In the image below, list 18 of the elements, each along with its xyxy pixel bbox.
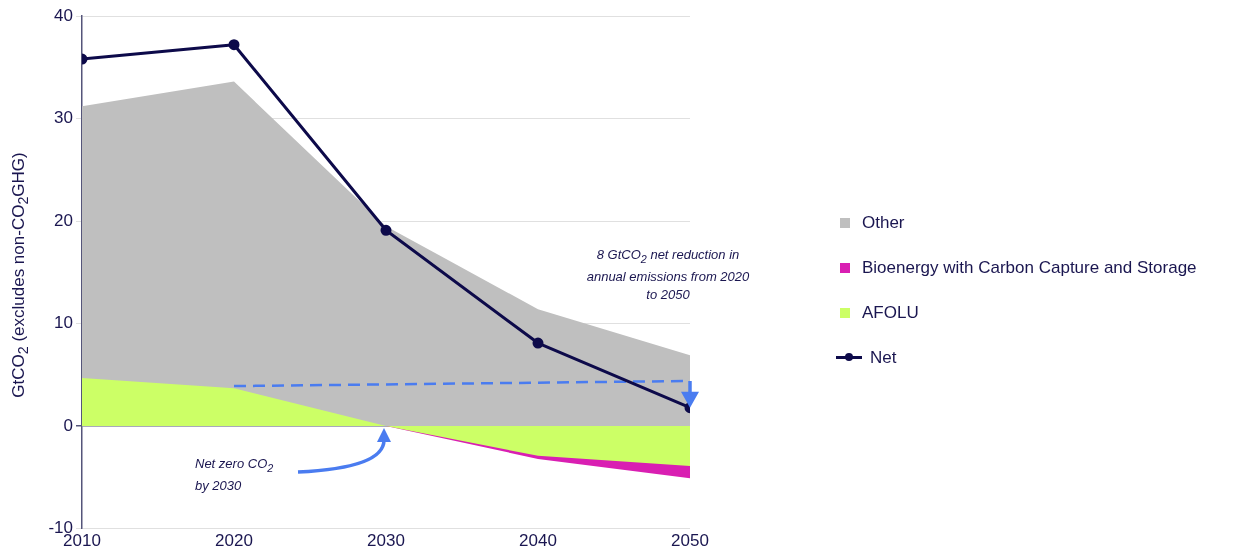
y-tick-label: 0 [63,415,73,435]
y-tick-label: 30 [54,108,73,128]
annotation: 8 GtCO$_{2}$ net reduction in annual emissions from 2020 to 2050 [585,246,751,304]
x-tick-label: 2020 [215,531,253,551]
point [228,39,240,51]
point [380,224,392,236]
y-tick-label: 10 [54,313,73,333]
x-tick-label: 2050 [671,531,709,551]
x-tick-label: 2040 [519,531,557,551]
legend-label: AFOLU [862,302,919,323]
y-tick-label: 20 [54,210,73,230]
point [532,337,544,349]
legend-label: Bioenergy with Carbon Capture and Storage [862,257,1197,278]
y-tick-label: 40 [54,5,73,25]
text: Net zero CO$_{2}$ by 2030 [195,456,274,493]
legend-label: Other [862,212,905,233]
x-tick-label: 2030 [367,531,405,551]
legend-label: Net [870,347,897,368]
